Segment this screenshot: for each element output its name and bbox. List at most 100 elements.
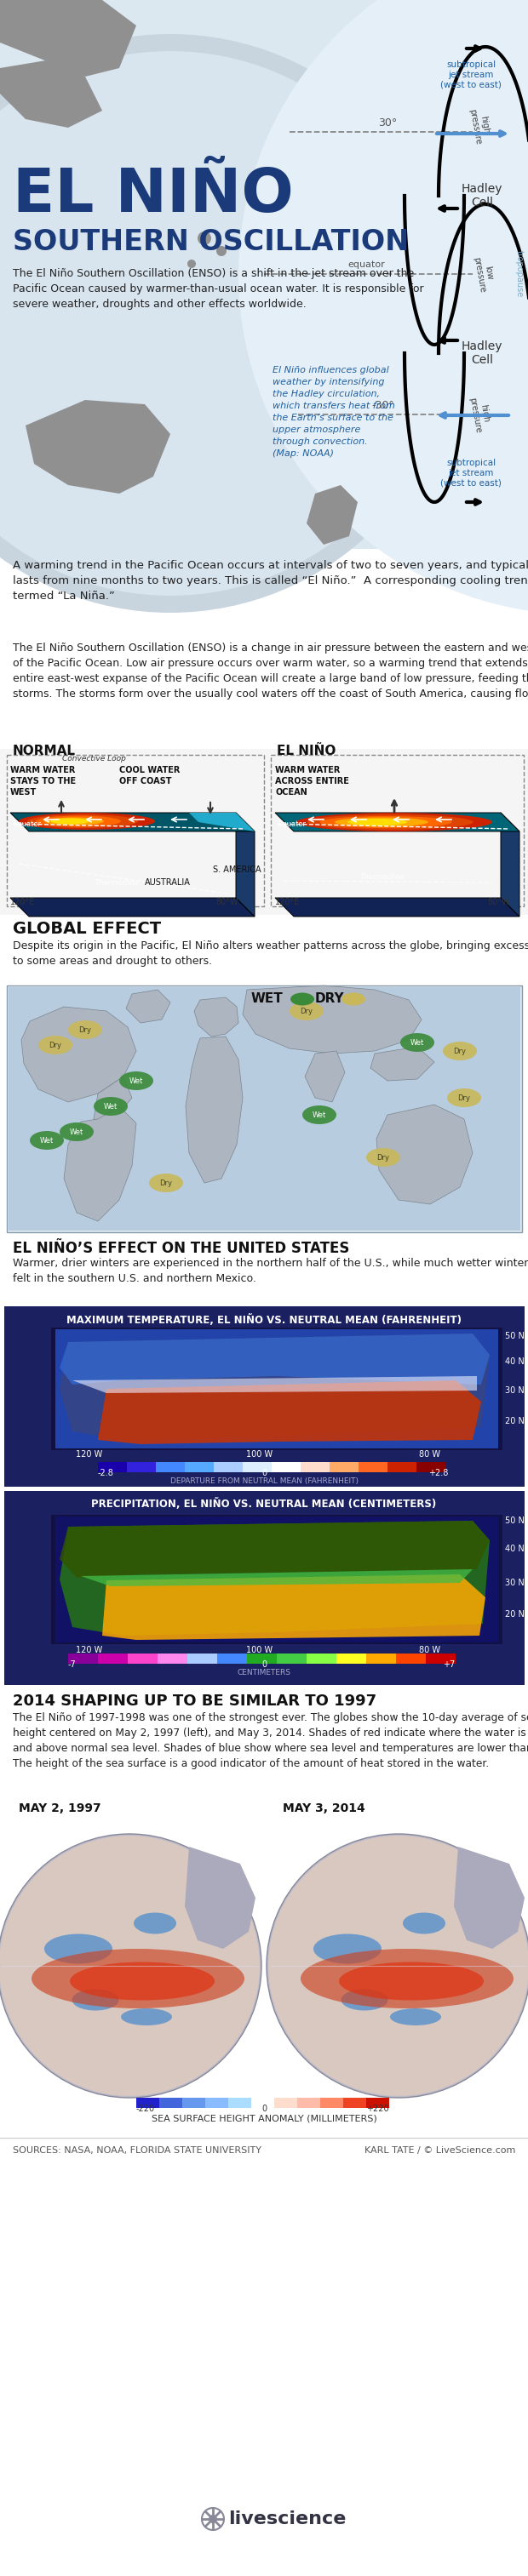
Bar bbox=[55, 1329, 498, 1448]
Bar bbox=[8, 987, 520, 1231]
Text: The El Niño Southern Oscillation (ENSO) is a change in air pressure between the : The El Niño Southern Oscillation (ENSO) … bbox=[13, 641, 528, 701]
Bar bbox=[185, 1463, 214, 1473]
Polygon shape bbox=[60, 1520, 489, 1636]
Bar bbox=[417, 1463, 446, 1473]
Text: 0: 0 bbox=[261, 1662, 267, 1669]
Text: DRY: DRY bbox=[315, 992, 345, 1005]
Text: 0: 0 bbox=[261, 1468, 267, 1479]
Bar bbox=[0, 1690, 528, 1801]
Bar bbox=[157, 1654, 187, 1664]
Text: -2.8: -2.8 bbox=[98, 1468, 114, 1479]
Circle shape bbox=[239, 0, 528, 616]
Bar bbox=[359, 1463, 388, 1473]
Ellipse shape bbox=[341, 1989, 388, 2009]
Bar bbox=[247, 1654, 277, 1664]
Text: Wet: Wet bbox=[129, 1077, 143, 1084]
Bar bbox=[0, 549, 528, 1043]
Circle shape bbox=[187, 260, 196, 268]
Ellipse shape bbox=[403, 1911, 446, 1935]
Circle shape bbox=[267, 1834, 528, 2097]
Bar bbox=[297, 2097, 320, 2107]
Polygon shape bbox=[60, 1520, 489, 1577]
Text: 120 W: 120 W bbox=[76, 1450, 103, 1458]
Bar bbox=[98, 1463, 127, 1473]
Text: Wet: Wet bbox=[313, 1110, 326, 1118]
Text: 80 W: 80 W bbox=[419, 1450, 441, 1458]
Text: COOL WATER
OFF COAST: COOL WATER OFF COAST bbox=[119, 765, 180, 786]
Circle shape bbox=[0, 52, 443, 595]
Bar bbox=[4, 1306, 525, 1486]
Bar bbox=[4, 1492, 525, 1685]
Text: 50 N: 50 N bbox=[505, 1517, 524, 1525]
Polygon shape bbox=[60, 1334, 489, 1383]
Bar bbox=[426, 1654, 456, 1664]
Ellipse shape bbox=[32, 1950, 244, 2009]
Bar bbox=[343, 2097, 366, 2107]
Text: 120 W: 120 W bbox=[76, 1646, 103, 1654]
Text: 100 W: 100 W bbox=[247, 1646, 273, 1654]
Text: Thermocline: Thermocline bbox=[360, 873, 404, 881]
Bar bbox=[0, 1236, 528, 1309]
Bar bbox=[51, 1515, 503, 1643]
Ellipse shape bbox=[30, 1131, 64, 1149]
Ellipse shape bbox=[121, 2009, 172, 2025]
Text: tropopause: tropopause bbox=[515, 250, 524, 299]
Ellipse shape bbox=[70, 1963, 214, 2002]
Text: 80°W: 80°W bbox=[487, 899, 510, 907]
Bar bbox=[0, 914, 528, 992]
Polygon shape bbox=[275, 811, 520, 832]
Polygon shape bbox=[0, 0, 136, 77]
Text: Wet: Wet bbox=[40, 1136, 54, 1144]
Text: 0: 0 bbox=[261, 2105, 267, 2112]
Ellipse shape bbox=[290, 992, 314, 1005]
Ellipse shape bbox=[134, 1911, 176, 1935]
Ellipse shape bbox=[342, 992, 365, 1005]
Ellipse shape bbox=[300, 1950, 514, 2009]
Text: Equator: Equator bbox=[13, 819, 41, 827]
Text: EL NIÑO’S EFFECT ON THE UNITED STATES: EL NIÑO’S EFFECT ON THE UNITED STATES bbox=[13, 1242, 350, 1257]
Bar bbox=[7, 755, 264, 907]
Ellipse shape bbox=[366, 1149, 400, 1167]
Circle shape bbox=[0, 1834, 261, 2097]
Text: Dry: Dry bbox=[458, 1095, 470, 1103]
Bar bbox=[277, 1654, 307, 1664]
Bar bbox=[159, 2097, 182, 2107]
Text: MAY 3, 2014: MAY 3, 2014 bbox=[282, 1803, 365, 1814]
Polygon shape bbox=[236, 811, 254, 917]
Bar bbox=[51, 1327, 503, 1450]
Ellipse shape bbox=[296, 811, 492, 832]
Text: A warming trend in the Pacific Ocean occurs at intervals of two to seven years, : A warming trend in the Pacific Ocean occ… bbox=[13, 559, 528, 603]
Text: Warmer, drier winters are experienced in the northern half of the U.S., while mu: Warmer, drier winters are experienced in… bbox=[13, 1257, 528, 1285]
Bar bbox=[98, 1654, 128, 1664]
Text: SOURCES: NASA, NOAA, FLORIDA STATE UNIVERSITY: SOURCES: NASA, NOAA, FLORIDA STATE UNIVE… bbox=[13, 2146, 261, 2154]
Text: 20 N: 20 N bbox=[505, 1417, 524, 1425]
Circle shape bbox=[0, 1837, 260, 2097]
Text: -220: -220 bbox=[136, 2105, 155, 2112]
Polygon shape bbox=[72, 1376, 477, 1394]
Polygon shape bbox=[185, 1847, 256, 1950]
Bar bbox=[243, 1463, 272, 1473]
Circle shape bbox=[0, 33, 460, 613]
Text: -7: -7 bbox=[68, 1662, 77, 1669]
Bar bbox=[187, 1654, 217, 1664]
Text: EL NIÑO: EL NIÑO bbox=[13, 165, 294, 224]
Text: 30°: 30° bbox=[378, 118, 397, 129]
Bar bbox=[205, 2097, 228, 2107]
Bar bbox=[0, 0, 528, 549]
Ellipse shape bbox=[289, 1002, 324, 1020]
Text: Equator: Equator bbox=[278, 819, 306, 827]
Text: Wet: Wet bbox=[70, 1128, 83, 1136]
Bar bbox=[320, 2097, 343, 2107]
Polygon shape bbox=[98, 1381, 481, 1445]
Bar bbox=[228, 2097, 251, 2107]
Text: +2.8: +2.8 bbox=[428, 1468, 448, 1479]
Text: -30°: -30° bbox=[372, 399, 394, 412]
Text: 40 N: 40 N bbox=[505, 1546, 524, 1553]
Text: Wet: Wet bbox=[410, 1038, 424, 1046]
Bar bbox=[366, 2097, 389, 2107]
Text: +220: +220 bbox=[366, 2105, 389, 2112]
Text: KARL TATE / © LiveScience.com: KARL TATE / © LiveScience.com bbox=[364, 2146, 515, 2154]
Ellipse shape bbox=[51, 819, 89, 824]
Text: Dry: Dry bbox=[49, 1041, 62, 1048]
Polygon shape bbox=[64, 1105, 136, 1221]
